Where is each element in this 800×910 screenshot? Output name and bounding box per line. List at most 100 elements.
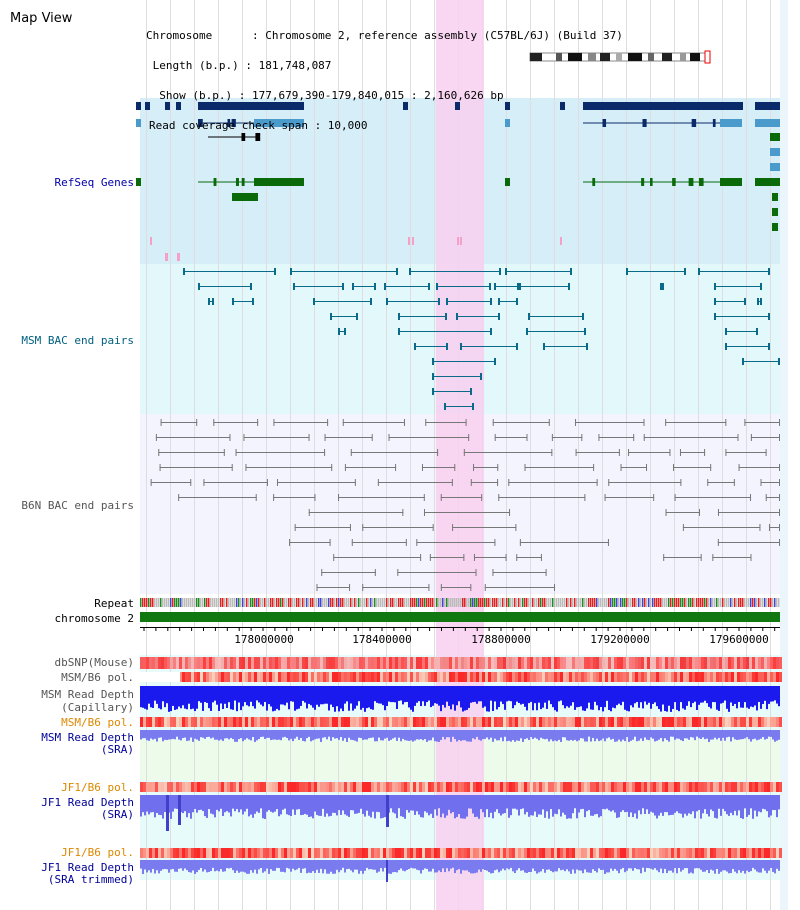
- jf1-sra-depth-bar: [186, 795, 188, 818]
- jf1-trim-depth-bar: [414, 860, 416, 869]
- msm-pol-cell: [233, 672, 236, 682]
- msm-pol2-cell: [653, 717, 656, 727]
- msm-sra-depth-bar: [522, 730, 524, 742]
- repeat-mark: [264, 598, 266, 607]
- msm-pol2-cell: [266, 717, 269, 727]
- jf1-trim-depth-bar: [208, 860, 210, 872]
- msm-pol-cell: [299, 672, 302, 682]
- jf1-sra-depth-bar: [580, 795, 582, 810]
- msm-sra-depth-bar: [204, 730, 206, 739]
- msm-sra-depth-bar: [536, 730, 538, 739]
- jf1-pol2-cell: [710, 848, 713, 858]
- jf1-pol2-cell: [725, 848, 728, 858]
- jf1-sra-depth-bar: [494, 795, 496, 812]
- jf1-trim-depth-bar: [754, 860, 756, 870]
- msm-pol2-cell: [614, 717, 617, 727]
- jf1-sra-depth-bar: [566, 795, 568, 819]
- dbsnp-cell: [584, 657, 587, 669]
- capillary-depth-bar: [236, 686, 238, 712]
- jf1-pol2-cell: [227, 848, 230, 858]
- b6n-bac-label[interactable]: B6N BAC end pairs: [21, 499, 134, 512]
- jf1-pol2-cell: [392, 848, 395, 858]
- dbsnp-cell: [149, 657, 152, 669]
- jf1-sra-depth-bar: [552, 795, 554, 817]
- jf1-sra-depth-bar: [610, 795, 612, 812]
- jf1-sra-depth-bar: [608, 795, 610, 811]
- jf1-sra-depth-bar: [464, 795, 466, 819]
- msm-pol2-cell: [563, 717, 566, 727]
- msm-sra-depth-bar: [228, 730, 230, 740]
- jf1-sra-depth-bar: [486, 795, 488, 810]
- repeat-mark: [262, 598, 264, 607]
- msm-sra-depth-bar: [710, 730, 712, 740]
- jf1-pol2-cell: [266, 848, 269, 858]
- capillary-depth-bar: [380, 686, 382, 704]
- repeat-mark: [728, 598, 730, 607]
- jf1-pol-cell: [596, 782, 599, 792]
- jf1-sra-depth-bar: [192, 795, 194, 813]
- msm-pol-cell: [392, 672, 395, 682]
- repeat-mark: [724, 598, 726, 607]
- capillary-depth-bar: [738, 686, 740, 703]
- repeat-mark: [386, 598, 388, 607]
- jf1-pol2-cell: [338, 848, 341, 858]
- jf1-pol-cell: [368, 782, 371, 792]
- b6n-bac-end: [581, 434, 583, 441]
- jf1-trim-depth-bar: [628, 860, 630, 869]
- jf1-pol2-cell: [623, 848, 626, 858]
- b6n-bac-end: [473, 554, 475, 561]
- msm-pol2-cell: [374, 717, 377, 727]
- capillary-depth-bar: [316, 686, 318, 705]
- jf1-sra-depth-bar: [394, 795, 396, 814]
- jf1-sra-depth-bar: [290, 795, 292, 817]
- repeat-mark: [162, 598, 164, 607]
- capillary-depth-bar: [592, 686, 594, 710]
- jf1-trim-depth-bar: [634, 860, 636, 869]
- repeat-mark: [200, 598, 202, 607]
- capillary-depth-bar: [492, 686, 494, 711]
- repeat-mark: [496, 598, 498, 607]
- msm-pol-cell: [434, 672, 437, 682]
- repeat-mark: [590, 598, 592, 607]
- capillary-depth-bar: [536, 686, 538, 711]
- capillary-depth-bar: [678, 686, 680, 712]
- msm-pol2-cell: [659, 717, 662, 727]
- gene-arrow: [165, 102, 170, 110]
- msm-sra-depth-bar: [434, 730, 436, 742]
- msm-sra-depth-bar: [730, 730, 732, 742]
- jf1-trim-depth-bar: [262, 860, 264, 873]
- capillary-depth-bar: [746, 686, 748, 708]
- repeat-mark: [302, 598, 304, 607]
- repeat-mark: [528, 598, 530, 607]
- capillary-depth-bar: [462, 686, 464, 712]
- msm-sra-depth-bar: [314, 730, 316, 740]
- msm-pol2-cell: [308, 717, 311, 727]
- dbsnp-cell: [530, 657, 533, 669]
- jf1-sra-depth-bar: [764, 795, 766, 810]
- jf1-trim-depth-bar: [504, 860, 506, 871]
- msm-pol2-cell: [734, 717, 737, 727]
- msm-pol2-cell: [257, 717, 260, 727]
- msm-pol-cell: [581, 672, 584, 682]
- refseq-genes-label[interactable]: RefSeq Genes: [54, 176, 134, 189]
- msm-pol2-cell: [719, 717, 722, 727]
- msm-pol2-cell: [527, 717, 530, 727]
- chromosome-bar: [140, 612, 780, 622]
- repeat-mark: [530, 598, 532, 607]
- msm-pol2-cell: [620, 717, 623, 727]
- msm-bac-label[interactable]: MSM BAC end pairs: [21, 334, 134, 347]
- repeat-mark: [344, 598, 346, 607]
- jf1-pol2-cell: [212, 848, 215, 858]
- msm-bac-end: [768, 343, 770, 350]
- capillary-depth-bar: [340, 686, 342, 709]
- capillary-depth-bar: [442, 686, 444, 705]
- jf1-pol2-cell: [239, 848, 242, 858]
- msm-pol-cell: [521, 672, 524, 682]
- msm-pol-cell: [302, 672, 305, 682]
- jf1-trim-depth-bar: [450, 860, 452, 869]
- msm-pol-cell: [734, 672, 737, 682]
- jf1-pol-cell: [428, 782, 431, 792]
- msm-pol2-cell: [317, 717, 320, 727]
- repeat-mark: [248, 598, 250, 607]
- msm-pol-cell: [314, 672, 317, 682]
